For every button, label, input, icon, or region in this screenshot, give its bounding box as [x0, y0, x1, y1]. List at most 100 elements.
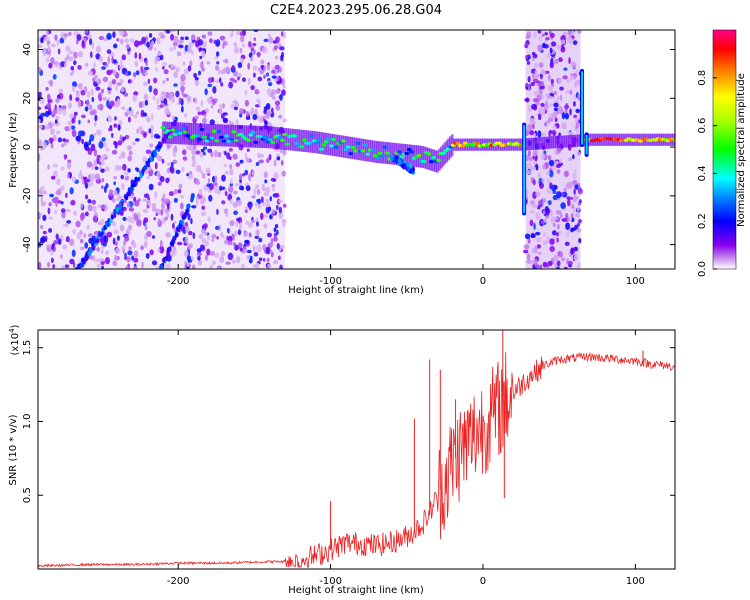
diagonal-streak: [73, 270, 76, 275]
noise-speckle: [253, 72, 256, 78]
noise-speckle: [530, 233, 536, 239]
noise-speckle: [48, 216, 53, 220]
noise-speckle: [229, 198, 233, 205]
noise-speckle: [565, 222, 571, 230]
noise-speckle: [223, 163, 227, 167]
noise-speckle: [548, 95, 554, 100]
trace-halo: [573, 134, 577, 147]
noise-speckle: [111, 78, 117, 85]
noise-speckle: [282, 31, 287, 39]
noise-speckle: [87, 33, 92, 40]
noise-speckle: [182, 93, 189, 98]
noise-speckle: [89, 134, 95, 142]
noise-speckle: [246, 255, 251, 261]
trace-blob: [231, 130, 237, 134]
noise-speckle: [105, 147, 110, 152]
noise-speckle: [57, 188, 62, 196]
diagonal-streak: [58, 293, 61, 298]
diagonal-streak: [72, 275, 75, 280]
trace-halo: [227, 124, 231, 147]
noise-speckle: [119, 209, 124, 216]
trace-halo: [540, 137, 544, 150]
trace-halo: [300, 129, 304, 152]
noise-speckle: [102, 62, 107, 66]
noise-speckle: [126, 216, 133, 223]
noise-speckle: [165, 208, 168, 215]
noise-speckle: [101, 66, 107, 70]
noise-speckle: [268, 36, 274, 44]
noise-speckle: [267, 264, 272, 268]
noise-speckle: [549, 47, 553, 54]
noise-speckle: [546, 53, 551, 59]
noise-speckle: [536, 244, 542, 249]
colorbar-tick-label: 0.8: [697, 70, 708, 86]
noise-speckle: [153, 217, 156, 221]
noise-speckle: [206, 97, 212, 103]
trace-halo: [575, 134, 578, 147]
noise-speckle: [156, 208, 162, 215]
noise-speckle: [214, 252, 220, 258]
trace-halo: [229, 124, 233, 147]
diagonal-streak: [39, 324, 42, 329]
noise-speckle: [256, 188, 261, 195]
noise-speckle: [119, 65, 123, 70]
noise-speckle: [204, 108, 209, 113]
noise-speckle: [215, 39, 221, 47]
noise-speckle: [272, 40, 277, 44]
noise-speckle: [556, 169, 561, 174]
noise-speckle: [187, 259, 193, 263]
lower-branch: [407, 166, 411, 172]
trace-halo: [335, 134, 339, 157]
trace-blob: [306, 141, 312, 145]
noise-speckle: [569, 108, 572, 116]
noise-speckle: [268, 82, 273, 87]
noise-speckle: [48, 137, 54, 143]
trace-blob: [253, 140, 259, 144]
noise-speckle: [252, 65, 258, 71]
trace-blob: [294, 141, 300, 146]
noise-speckle: [578, 219, 582, 224]
noise-speckle: [573, 255, 579, 261]
noise-speckle: [199, 244, 205, 251]
noise-speckle: [129, 38, 135, 44]
noise-speckle: [87, 119, 91, 124]
trace-halo: [247, 125, 251, 148]
trace-halo: [187, 122, 191, 145]
noise-speckle: [254, 201, 259, 207]
noise-speckle: [159, 175, 165, 183]
noise-speckle: [201, 34, 207, 39]
noise-speckle: [564, 112, 570, 120]
noise-speckle: [560, 202, 566, 209]
noise-speckle: [92, 215, 98, 223]
noise-speckle: [537, 172, 541, 179]
colorbar-label: Normalized spectral amplitude: [736, 73, 747, 227]
noise-speckle: [170, 64, 175, 69]
noise-speckle: [67, 56, 74, 62]
trace-halo: [412, 144, 416, 167]
noise-speckle: [576, 228, 582, 233]
noise-speckle: [151, 235, 156, 239]
noise-speckle: [198, 70, 202, 76]
noise-speckle: [120, 151, 126, 159]
noise-speckle: [232, 259, 236, 264]
noise-speckle: [47, 44, 51, 53]
noise-speckle: [172, 150, 177, 158]
diagonal-streak: [157, 270, 160, 275]
noise-speckle: [91, 199, 96, 205]
noise-speckle: [257, 204, 262, 209]
noise-speckle: [560, 39, 566, 45]
trace-blob: [377, 151, 383, 155]
noise-speckle: [40, 196, 43, 203]
noise-speckle: [65, 192, 68, 198]
noise-speckle: [127, 155, 133, 162]
noise-speckle: [220, 82, 224, 87]
trace-blob: [180, 126, 185, 130]
noise-speckle: [115, 85, 118, 91]
noise-speckle: [182, 81, 186, 86]
noise-speckle: [553, 58, 559, 65]
noise-speckle: [250, 107, 255, 114]
noise-speckle: [577, 30, 582, 34]
noise-speckle: [100, 204, 106, 210]
noise-speckle: [140, 261, 145, 269]
noise-speckle: [224, 187, 227, 192]
